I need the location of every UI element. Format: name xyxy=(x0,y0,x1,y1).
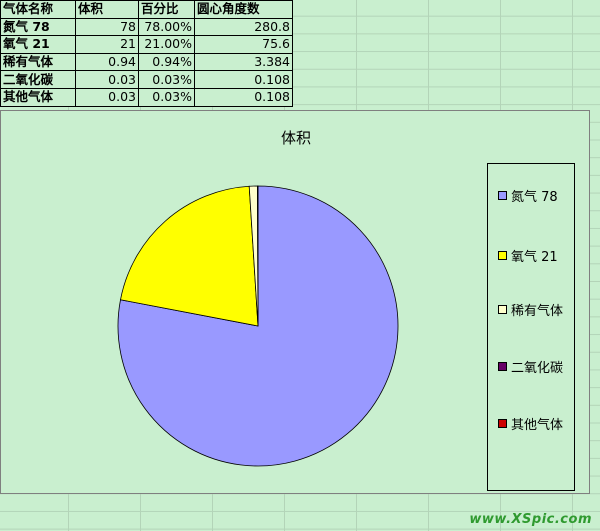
table-row: 其他气体 0.03 0.03% 0.108 xyxy=(0,87,293,107)
chart-area[interactable]: 体积 氮气 78 氧气 21 稀有气体二氧化碳其他气体 xyxy=(0,110,590,494)
legend-swatch xyxy=(498,250,507,260)
legend-label: 氧气 21 xyxy=(511,249,558,265)
header-cell-percent[interactable]: 百分比 xyxy=(138,0,195,19)
legend-swatch xyxy=(498,361,507,371)
cell-gas-name[interactable]: 氧气 21 xyxy=(0,35,76,54)
legend-item[interactable]: 氮气 78 xyxy=(498,187,558,205)
legend-label: 二氧化碳 xyxy=(511,360,564,376)
legend-swatch xyxy=(498,190,507,200)
cell-volume[interactable]: 21 xyxy=(75,35,139,54)
table-row: 稀有气体 0.94 0.94% 3.384 xyxy=(0,52,293,72)
cell-gas-name[interactable]: 其他气体 xyxy=(0,87,76,107)
cell-angle[interactable]: 75.6 xyxy=(194,35,293,54)
cell-gas-name[interactable]: 二氧化碳 xyxy=(0,70,76,89)
cell-gas-name[interactable]: 稀有气体 xyxy=(0,52,76,72)
header-cell-angle[interactable]: 圆心角度数 xyxy=(194,0,293,19)
legend-label: 其他气体 xyxy=(511,417,564,433)
legend-item[interactable]: 氧气 21 xyxy=(498,247,558,265)
cell-percent[interactable]: 0.03% xyxy=(138,87,195,107)
cell-percent[interactable]: 0.94% xyxy=(138,52,195,72)
legend-swatch xyxy=(498,418,507,428)
cell-angle[interactable]: 280.8 xyxy=(194,17,293,37)
cell-percent[interactable]: 0.03% xyxy=(138,70,195,89)
table-header-row: 气体名称 体积 百分比 圆心角度数 xyxy=(0,0,293,19)
chart-legend[interactable]: 氮气 78 氧气 21 稀有气体二氧化碳其他气体 xyxy=(487,163,575,491)
pie-chart[interactable] xyxy=(1,111,591,495)
cell-volume[interactable]: 0.94 xyxy=(75,52,139,72)
cell-volume[interactable]: 0.03 xyxy=(75,87,139,107)
cell-percent[interactable]: 78.00% xyxy=(138,17,195,37)
cell-angle[interactable]: 0.108 xyxy=(194,87,293,107)
header-cell-gas-name[interactable]: 气体名称 xyxy=(0,0,76,19)
cell-volume[interactable]: 0.03 xyxy=(75,70,139,89)
table-row: 氧气 21 21 21.00% 75.6 xyxy=(0,35,293,54)
legend-label: 稀有气体 xyxy=(511,303,564,319)
cell-gas-name[interactable]: 氮气 78 xyxy=(0,17,76,37)
cell-angle[interactable]: 3.384 xyxy=(194,52,293,72)
cell-percent[interactable]: 21.00% xyxy=(138,35,195,54)
header-cell-volume[interactable]: 体积 xyxy=(75,0,139,19)
cell-angle[interactable]: 0.108 xyxy=(194,70,293,89)
legend-item[interactable]: 稀有气体 xyxy=(498,301,564,319)
cell-volume[interactable]: 78 xyxy=(75,17,139,37)
legend-swatch xyxy=(498,304,507,314)
legend-label: 氮气 78 xyxy=(511,189,558,205)
watermark-text: www.XSpic.com xyxy=(469,512,592,527)
chart-title[interactable]: 体积 xyxy=(280,129,311,147)
legend-item[interactable]: 其他气体 xyxy=(498,415,564,433)
table-row: 二氧化碳 0.03 0.03% 0.108 xyxy=(0,70,293,89)
data-table: 气体名称 体积 百分比 圆心角度数 氮气 78 78 78.00% 280.8 … xyxy=(0,0,293,107)
legend-item[interactable]: 二氧化碳 xyxy=(498,358,564,376)
pie-slice[interactable] xyxy=(120,185,259,327)
table-row: 氮气 78 78 78.00% 280.8 xyxy=(0,17,293,37)
